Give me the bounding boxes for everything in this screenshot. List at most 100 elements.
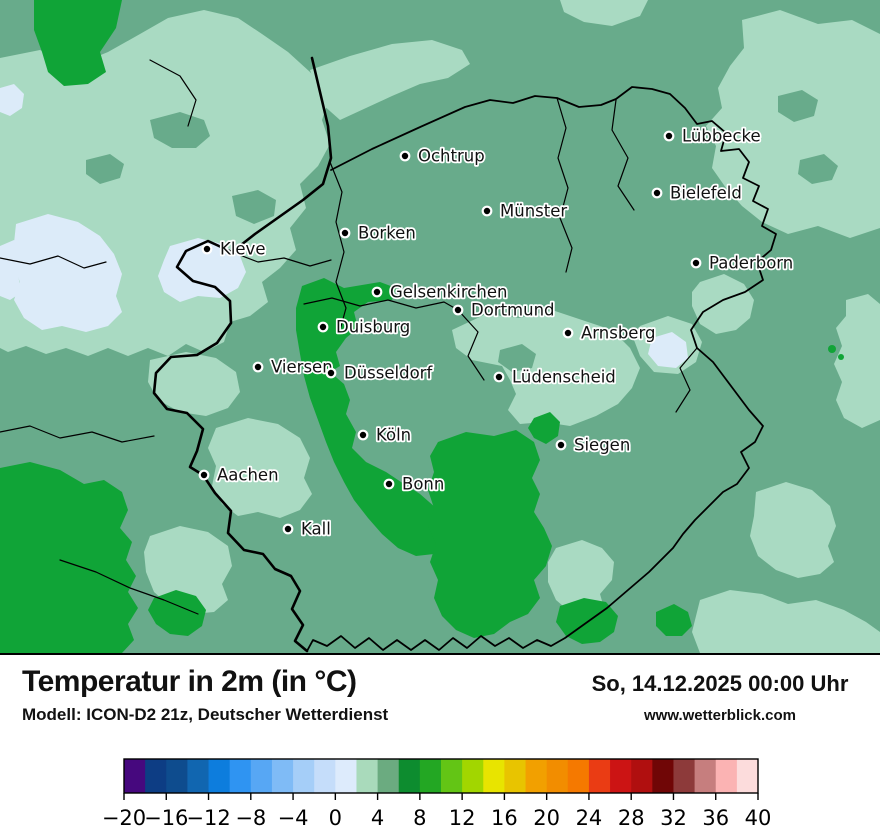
colorbar-segment xyxy=(441,759,463,793)
colorbar-segment xyxy=(335,759,357,793)
city-dot xyxy=(339,227,351,239)
colorbar-segment xyxy=(419,759,442,793)
colorbar-tick-label: 4 xyxy=(371,806,384,830)
map-borders-thin xyxy=(0,59,698,615)
colorbar-tick-label: −20 xyxy=(102,806,146,830)
footer: Temperatur in 2m (in °C) Modell: ICON-D2… xyxy=(0,655,880,750)
city-label: Dortmund xyxy=(471,301,555,320)
city-dot xyxy=(399,150,411,162)
colorbar-segment xyxy=(546,759,569,793)
colorbar-tick-label: 8 xyxy=(413,806,426,830)
city-label: Gelsenkirchen xyxy=(390,283,507,302)
city-label: Viersen xyxy=(271,358,333,377)
colorbar-segment xyxy=(525,759,548,793)
city-dot xyxy=(317,321,329,333)
colorbar-segment xyxy=(398,759,421,793)
city-dot xyxy=(371,286,383,298)
city-label: Lüdenscheid xyxy=(512,368,616,387)
city-dot xyxy=(562,327,574,339)
colorbar-segment xyxy=(208,759,231,793)
colorbar-segment xyxy=(271,759,294,793)
colorbar-segment xyxy=(483,759,505,793)
city-layer: Ochtrup Lübbecke Bielefeld Münster Borken Kle… xyxy=(198,125,795,540)
city-dot xyxy=(357,429,369,441)
city-label: Arnsberg xyxy=(581,324,655,343)
city-dot xyxy=(493,371,505,383)
colorbar-segment xyxy=(356,759,379,793)
colorbar-segment xyxy=(610,759,632,793)
page-title: Temperatur in 2m (in °C) xyxy=(22,665,357,698)
city-dot xyxy=(452,304,464,316)
city-label: Paderborn xyxy=(709,254,793,273)
city-dot xyxy=(282,523,294,535)
colorbar-segment xyxy=(715,759,738,793)
city-label: Lübbecke xyxy=(682,127,761,146)
city-dot xyxy=(690,257,702,269)
footer-right: So, 14.12.2025 00:00 Uhr www.wetterblick… xyxy=(560,655,880,750)
colorbar-tick-label: −16 xyxy=(144,806,188,830)
valid-datetime: So, 14.12.2025 00:00 Uhr xyxy=(591,671,849,696)
map-canvas: Ochtrup Lübbecke Bielefeld Münster Borken Kle… xyxy=(0,0,880,653)
colorbar-tick-label: 36 xyxy=(702,806,729,830)
city-dot xyxy=(252,361,264,373)
map-border-international xyxy=(152,56,333,653)
city-label: Ochtrup xyxy=(418,147,485,166)
model-info: Modell: ICON-D2 21z, Deutscher Wetterdie… xyxy=(22,705,389,724)
map-border-state xyxy=(306,86,777,652)
colorbar-segment xyxy=(567,759,590,793)
weather-map: Ochtrup Lübbecke Bielefeld Münster Borken Kle… xyxy=(0,0,880,655)
colorbar-segment xyxy=(504,759,527,793)
colorbar-segment xyxy=(293,759,315,793)
colorbar-segment xyxy=(652,759,674,793)
city-dot xyxy=(383,478,395,490)
colorbar-segment xyxy=(229,759,252,793)
colorbar-tick-label: −8 xyxy=(235,806,266,830)
colorbar-segment xyxy=(588,759,611,793)
city-label: Borken xyxy=(358,224,416,243)
city-label: Kall xyxy=(301,520,331,539)
city-dot xyxy=(555,439,567,451)
colorbar-tick-label: 20 xyxy=(533,806,560,830)
map-base-speckles xyxy=(86,90,838,372)
colorbar-tick-label: −4 xyxy=(278,806,309,830)
city-dot xyxy=(651,187,663,199)
map-warm-regions xyxy=(0,0,844,653)
colorbar-segment xyxy=(462,759,484,793)
city-label: Kleve xyxy=(220,240,265,259)
city-label: Münster xyxy=(500,202,567,221)
colorbar-segment xyxy=(673,759,696,793)
city-label: Siegen xyxy=(574,436,630,455)
colorbar-segment xyxy=(694,759,717,793)
colorbar-segment xyxy=(250,759,273,793)
city-label: Bielefeld xyxy=(670,184,742,203)
city-dot xyxy=(201,243,213,255)
colorbar-tick-label: 40 xyxy=(745,806,772,830)
city-label: Duisburg xyxy=(336,318,410,337)
colorbar-tick-label: 32 xyxy=(660,806,687,830)
city-dot xyxy=(198,469,210,481)
colorbar-tick-label: −12 xyxy=(186,806,230,830)
colorbar-canvas: −20−16−12 −8 −4 0 4 8 12 16 20 24 28 32 36 40 xyxy=(102,758,772,830)
colorbar-tick-label: 0 xyxy=(329,806,342,830)
colorbar-segment xyxy=(314,759,336,793)
colorbar-tick-label: 24 xyxy=(576,806,603,830)
city-label: Bonn xyxy=(402,475,444,494)
colorbar-tick-label: 16 xyxy=(491,806,518,830)
website-url: www.wetterblick.com xyxy=(644,707,796,724)
city-dot xyxy=(325,367,337,379)
city-label: Köln xyxy=(376,426,411,445)
colorbar-segment xyxy=(736,759,759,793)
colorbar-border xyxy=(123,758,759,794)
colorbar-segment xyxy=(377,759,400,793)
map-cold-regions xyxy=(0,84,688,368)
colorbar-segment xyxy=(631,759,653,793)
colorbar-tick-label: 28 xyxy=(618,806,645,830)
colorbar-segment xyxy=(166,759,188,793)
colorbar-segment xyxy=(145,759,167,793)
city-dot xyxy=(663,130,675,142)
temperature-legend: −20 −16 −12 −8 −4 0 4 8 12 16 20 24 28 32 36 40 xyxy=(0,750,880,832)
colorbar-tick-label: 12 xyxy=(449,806,476,830)
colorbar-segment xyxy=(187,759,210,793)
colorbar-segment xyxy=(124,759,146,793)
city-label: Aachen xyxy=(217,466,279,485)
